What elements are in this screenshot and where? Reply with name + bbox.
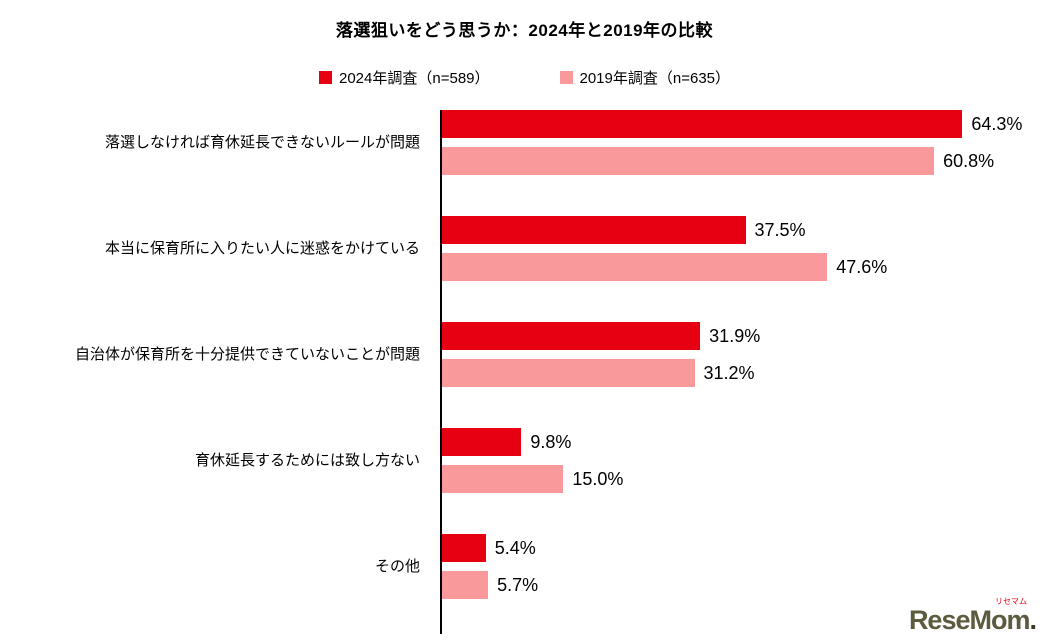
value-label: 60.8% xyxy=(943,150,995,171)
category-label: 落選しなければ育休延長できないルールが問題 xyxy=(104,133,420,151)
bar-group: 5.4% 5.7% xyxy=(430,534,1049,599)
bar-row-2024: 31.9% xyxy=(442,322,1049,350)
resemom-logo: リセマム ReseMom. xyxy=(909,598,1037,634)
resemom-logo-dot: . xyxy=(1029,605,1037,635)
value-label: 9.8% xyxy=(530,431,572,452)
bar-row-2024: 9.8% xyxy=(442,428,1049,456)
legend: 2024年調査（n=589） 2019年調査（n=635） xyxy=(0,67,1049,88)
bar-group: 9.8% 15.0% xyxy=(430,428,1049,493)
value-label: 5.7% xyxy=(497,574,539,595)
bar-2024 xyxy=(442,322,701,350)
bar-2019 xyxy=(442,571,489,599)
chart-row: 本当に保育所に入りたい人に迷惑をかけている 37.5% 47.6% xyxy=(0,216,1049,281)
bar-2024 xyxy=(442,216,746,244)
bar-group: 64.3% 60.8% xyxy=(430,110,1049,175)
value-label: 31.9% xyxy=(709,325,761,346)
value-label: 37.5% xyxy=(754,219,806,240)
value-label: 15.0% xyxy=(572,468,624,489)
bar-row-2019: 31.2% xyxy=(442,359,1049,387)
category-label: 自治体が保育所を十分提供できていないことが問題 xyxy=(74,345,420,363)
bar-row-2019: 60.8% xyxy=(442,147,1049,175)
bar-row-2024: 37.5% xyxy=(442,216,1049,244)
chart-row: 育休延長するためには致し方ない 9.8% 15.0% xyxy=(0,428,1049,493)
bar-2019 xyxy=(442,253,828,281)
value-label: 64.3% xyxy=(971,113,1023,134)
bar-2019 xyxy=(442,465,564,493)
bar-row-2024: 5.4% xyxy=(442,534,1049,562)
bar-2024 xyxy=(442,428,522,456)
category-label: その他 xyxy=(374,557,420,575)
resemom-logo-text: ReseMom xyxy=(908,605,1031,635)
bar-2019 xyxy=(442,147,935,175)
bar-2024 xyxy=(442,534,486,562)
chart-row: 落選しなければ育休延長できないルールが問題 64.3% 60.8% xyxy=(0,110,1049,175)
bar-2024 xyxy=(442,110,963,138)
legend-item-2019: 2019年調査（n=635） xyxy=(559,67,731,88)
y-axis-line xyxy=(440,110,442,634)
bar-2019 xyxy=(442,359,695,387)
resemom-logo-subtext: リセマム xyxy=(995,597,1027,606)
category-label: 育休延長するためには致し方ない xyxy=(194,451,420,469)
legend-item-2024: 2024年調査（n=589） xyxy=(319,67,490,88)
chart-row: その他 5.4% 5.7% xyxy=(0,534,1049,599)
bar-row-2019: 5.7% xyxy=(442,571,1049,599)
legend-label-2019: 2019年調査（n=635） xyxy=(579,70,731,87)
legend-swatch-2019 xyxy=(559,71,573,84)
chart-row: 自治体が保育所を十分提供できていないことが問題 31.9% 31.2% xyxy=(0,322,1049,387)
bar-group: 31.9% 31.2% xyxy=(430,322,1049,387)
value-label: 47.6% xyxy=(836,256,888,277)
bar-row-2019: 15.0% xyxy=(442,465,1049,493)
legend-label-2024: 2024年調査（n=589） xyxy=(339,70,490,87)
value-label: 31.2% xyxy=(703,362,755,383)
category-label: 本当に保育所に入りたい人に迷惑をかけている xyxy=(104,239,420,257)
chart-title: 落選狙いをどう思うか：2024年と2019年の比較 xyxy=(335,21,714,40)
bar-row-2019: 47.6% xyxy=(442,253,1049,281)
bar-group: 37.5% 47.6% xyxy=(430,216,1049,281)
legend-swatch-2024 xyxy=(319,71,332,84)
value-label: 5.4% xyxy=(494,537,536,558)
bar-row-2024: 64.3% xyxy=(442,110,1049,138)
bar-chart: 落選しなければ育休延長できないルールが問題 64.3% 60.8% 本当に保育所に入り… xyxy=(0,110,1049,634)
